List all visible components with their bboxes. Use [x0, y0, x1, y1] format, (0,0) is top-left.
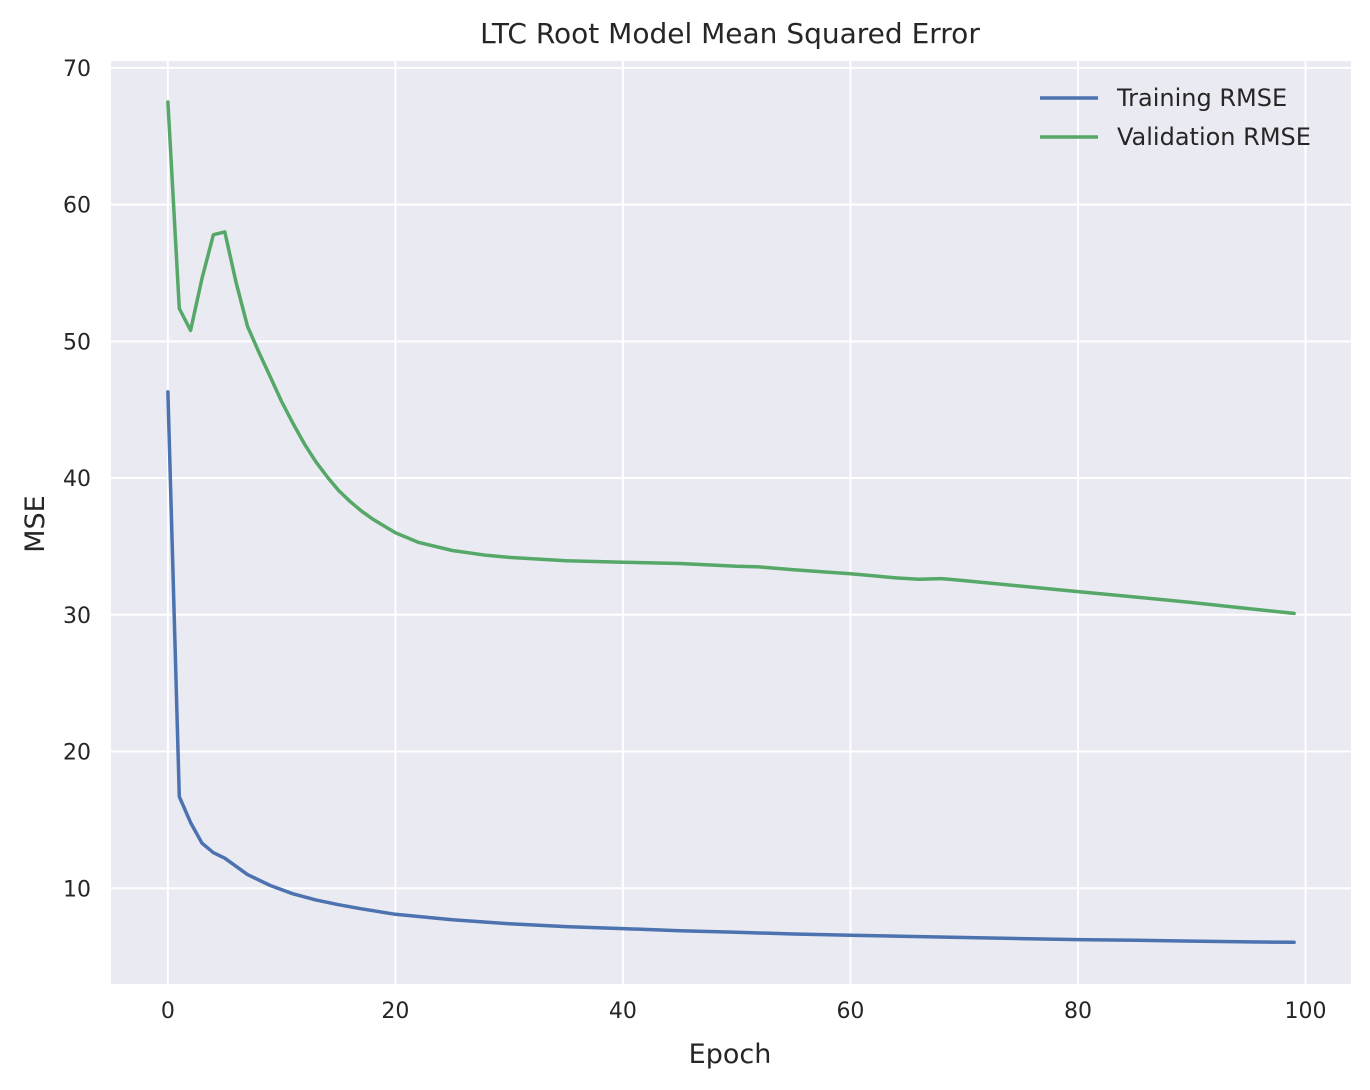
legend: Training RMSE Validation RMSE — [1040, 84, 1311, 151]
legend-label: Training RMSE — [1116, 84, 1287, 112]
y-tick-label: 60 — [63, 194, 91, 219]
x-tick-label: 100 — [1284, 999, 1326, 1024]
chart-title: LTC Root Model Mean Squared Error — [480, 17, 980, 50]
y-tick-label: 50 — [63, 330, 91, 355]
x-tick-label: 60 — [836, 999, 864, 1024]
series-lines — [166, 100, 1296, 945]
plot-area — [111, 61, 1351, 984]
x-tick-label: 20 — [381, 999, 409, 1024]
y-tick-label: 40 — [63, 467, 91, 492]
y-tick-label: 20 — [63, 741, 91, 766]
tick-labels: 0 20 40 60 80 100 10 20 30 40 50 60 70 — [63, 57, 1326, 1024]
series-line-validation — [166, 100, 1296, 616]
y-tick-label: 70 — [63, 57, 91, 82]
x-tick-label: 80 — [1064, 999, 1092, 1024]
x-tick-label: 40 — [609, 999, 637, 1024]
legend-label: Validation RMSE — [1117, 123, 1311, 151]
x-tick-label: 0 — [161, 999, 175, 1024]
y-tick-label: 30 — [63, 604, 91, 629]
y-axis-label: MSE — [20, 495, 51, 553]
grid — [111, 61, 1351, 984]
y-tick-label: 10 — [63, 877, 91, 902]
series-line-training — [166, 390, 1296, 945]
x-axis-label: Epoch — [689, 1039, 772, 1070]
